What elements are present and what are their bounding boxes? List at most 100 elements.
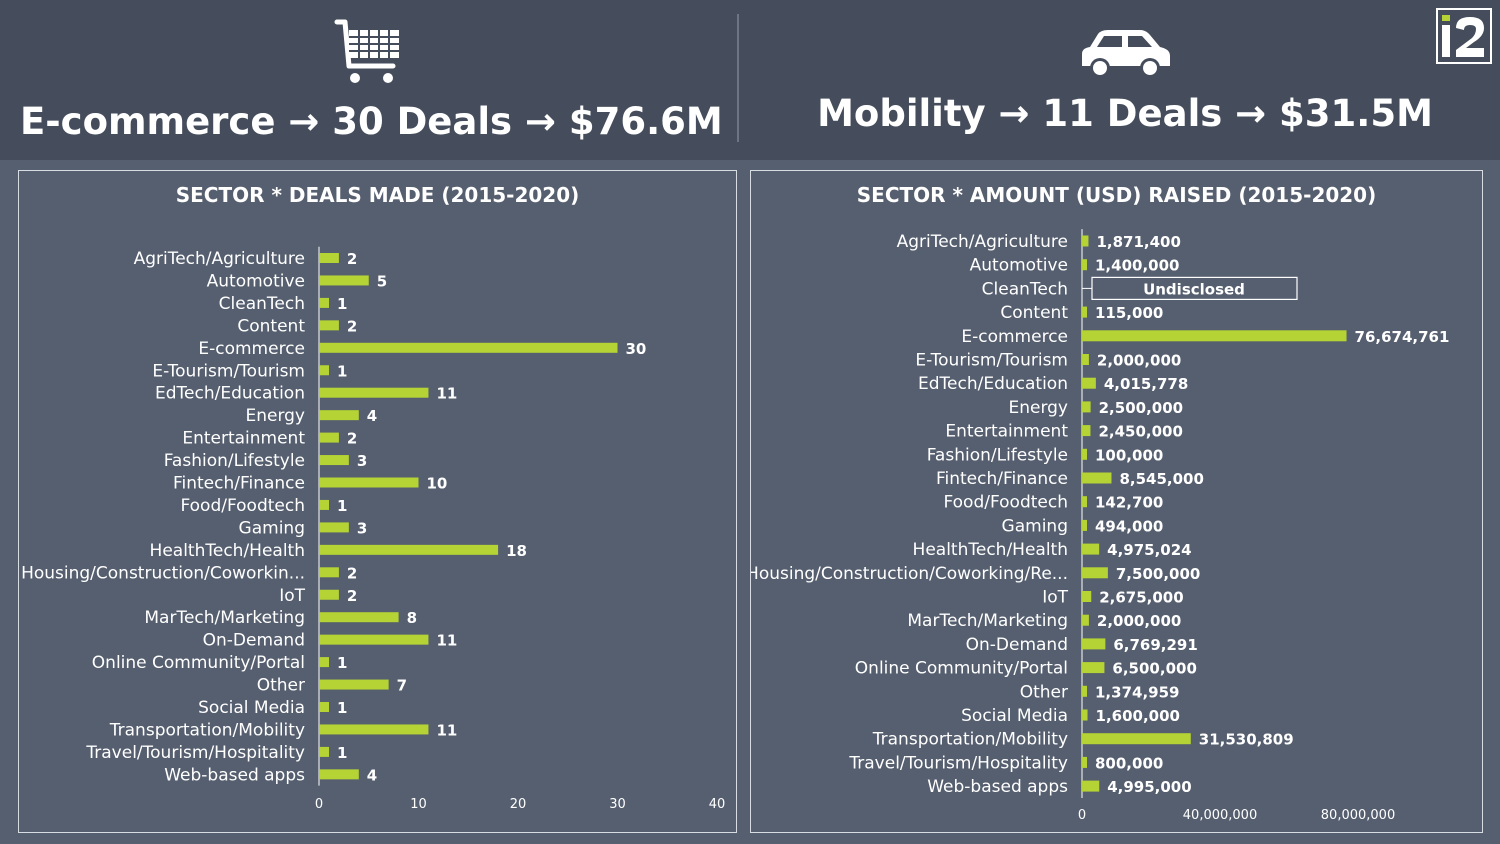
bar-healthtech-health bbox=[319, 544, 499, 555]
value-label-transportation-mobility: 11 bbox=[436, 721, 457, 739]
undisclosed-box bbox=[1091, 276, 1298, 301]
bar-e-tourism-tourism bbox=[319, 365, 329, 376]
category-label-agritech-agriculture: AgriTech/Agriculture bbox=[134, 249, 305, 269]
bar-entertainment bbox=[1082, 425, 1091, 437]
value-label-web-based-apps: 4,995,000 bbox=[1107, 778, 1191, 796]
category-label-on-demand: On-Demand bbox=[966, 635, 1068, 655]
category-label-gaming: Gaming bbox=[1002, 516, 1068, 536]
category-label-fintech-finance: Fintech/Finance bbox=[936, 469, 1068, 489]
category-label-food-foodtech: Food/Foodtech bbox=[943, 493, 1068, 513]
category-label-transportation-mobility: Transportation/Mobility bbox=[109, 720, 305, 740]
amount-chart-title: SECTOR * AMOUNT (USD) RAISED (2015-2020) bbox=[856, 183, 1377, 207]
value-label-cleantech: 1 bbox=[337, 295, 347, 313]
value-label-fintech-finance: 10 bbox=[427, 475, 448, 493]
category-label-entertainment: Entertainment bbox=[945, 422, 1068, 442]
category-label-other: Other bbox=[1020, 682, 1068, 702]
category-label-edtech-education: EdTech/Education bbox=[155, 384, 305, 404]
bar-healthtech-health bbox=[1082, 543, 1100, 555]
bar-fashion-lifestyle bbox=[1082, 448, 1087, 460]
category-label-martech-marketing: MarTech/Marketing bbox=[907, 611, 1068, 631]
bar-fashion-lifestyle bbox=[319, 455, 349, 466]
bar-travel-tourism-hospitality bbox=[1082, 756, 1087, 768]
bar-online-community-portal bbox=[319, 657, 329, 668]
value-label-travel-tourism-hospitality: 800,000 bbox=[1095, 754, 1163, 772]
bar-iot bbox=[319, 589, 339, 600]
category-label-web-based-apps: Web-based apps bbox=[164, 765, 305, 785]
bar-web-based-apps bbox=[319, 769, 359, 780]
value-label-fashion-lifestyle: 100,000 bbox=[1095, 446, 1163, 464]
bar-energy bbox=[1082, 401, 1091, 413]
bar-housing-construction-coworking-re bbox=[1082, 567, 1108, 579]
value-label-gaming: 3 bbox=[357, 519, 367, 537]
value-label-online-community-portal: 6,500,000 bbox=[1112, 660, 1196, 678]
deals-chart-title: SECTOR * DEALS MADE (2015-2020) bbox=[175, 183, 580, 207]
bar-content bbox=[319, 320, 339, 331]
x-tick-label: 40 bbox=[709, 797, 726, 812]
category-label-on-demand: On-Demand bbox=[203, 631, 305, 651]
category-label-e-tourism-tourism: E-Tourism/Tourism bbox=[152, 361, 305, 381]
header-divider bbox=[737, 14, 739, 142]
value-label-automotive: 1,400,000 bbox=[1095, 257, 1179, 275]
value-label-healthtech-health: 4,975,024 bbox=[1107, 541, 1191, 559]
value-label-e-tourism-tourism: 2,000,000 bbox=[1097, 352, 1181, 370]
value-label-agritech-agriculture: 1,871,400 bbox=[1096, 233, 1180, 251]
bar-on-demand bbox=[319, 634, 429, 645]
value-label-web-based-apps: 4 bbox=[367, 766, 377, 784]
value-label-social-media: 1,600,000 bbox=[1096, 707, 1180, 725]
bar-on-demand bbox=[1082, 638, 1106, 650]
value-label-martech-marketing: 2,000,000 bbox=[1097, 612, 1181, 630]
value-label-martech-marketing: 8 bbox=[407, 609, 417, 627]
category-label-other: Other bbox=[257, 676, 305, 696]
category-label-food-foodtech: Food/Foodtech bbox=[180, 496, 305, 516]
category-label-iot: IoT bbox=[279, 586, 305, 606]
category-label-travel-tourism-hospitality: Travel/Tourism/Hospitality bbox=[85, 743, 305, 763]
value-label-entertainment: 2,450,000 bbox=[1098, 423, 1182, 441]
value-label-content: 115,000 bbox=[1095, 304, 1163, 322]
bar-other bbox=[1082, 685, 1087, 697]
category-label-entertainment: Entertainment bbox=[182, 429, 305, 449]
bar-fintech-finance bbox=[1082, 472, 1112, 484]
category-label-transportation-mobility: Transportation/Mobility bbox=[872, 730, 1068, 750]
header-band bbox=[0, 0, 1500, 160]
value-label-iot: 2,675,000 bbox=[1099, 589, 1183, 607]
value-label-automotive: 5 bbox=[377, 272, 387, 290]
deals-chart-panel: SECTOR * DEALS MADE (2015-2020) AgriTech… bbox=[18, 170, 737, 833]
value-label-content: 2 bbox=[347, 317, 357, 335]
value-label-agritech-agriculture: 2 bbox=[347, 250, 357, 268]
mobility-headline: Mobility → 11 Deals → $31.5M bbox=[817, 92, 1433, 135]
bar-agritech-agriculture bbox=[319, 253, 339, 263]
bar-entertainment bbox=[319, 432, 339, 443]
value-label-entertainment: 2 bbox=[347, 430, 357, 448]
value-label-other: 1,374,959 bbox=[1095, 683, 1179, 701]
value-label-e-commerce: 30 bbox=[626, 340, 647, 358]
value-label-online-community-portal: 1 bbox=[337, 654, 347, 672]
value-label-other: 7 bbox=[397, 677, 407, 695]
bar-gaming bbox=[1082, 519, 1087, 531]
value-label-on-demand: 11 bbox=[436, 632, 457, 650]
value-label-healthtech-health: 18 bbox=[506, 542, 527, 560]
value-label-energy: 4 bbox=[367, 407, 377, 425]
bar-energy bbox=[319, 410, 359, 421]
bar-online-community-portal bbox=[1082, 662, 1105, 674]
category-label-automotive: Automotive bbox=[970, 256, 1068, 276]
deals-bar-chart: AgriTech/Agriculture 2 Automotive 5 CleanTec… bbox=[21, 246, 726, 812]
bar-transportation-mobility bbox=[319, 724, 429, 735]
bar-food-foodtech bbox=[1082, 496, 1087, 508]
category-label-social-media: Social Media bbox=[961, 706, 1068, 726]
category-label-edtech-education: EdTech/Education bbox=[918, 374, 1068, 394]
value-label-e-commerce: 76,674,761 bbox=[1355, 328, 1450, 346]
value-label-edtech-education: 4,015,778 bbox=[1104, 375, 1188, 393]
value-label-social-media: 1 bbox=[337, 699, 347, 717]
bar-iot bbox=[1082, 591, 1092, 602]
value-label-edtech-education: 11 bbox=[436, 385, 457, 403]
category-label-housing-construction-coworking-re: Housing/Construction/Coworking/Re... bbox=[751, 564, 1068, 584]
category-label-cleantech: CleanTech bbox=[982, 279, 1068, 299]
category-label-e-commerce: E-commerce bbox=[961, 327, 1068, 347]
category-label-iot: IoT bbox=[1042, 588, 1068, 608]
value-label-iot: 2 bbox=[347, 587, 357, 605]
value-label-e-tourism-tourism: 1 bbox=[337, 362, 347, 380]
bar-cleantech bbox=[319, 297, 329, 308]
bar-edtech-education bbox=[1082, 377, 1096, 389]
category-label-healthtech-health: HealthTech/Health bbox=[913, 540, 1068, 560]
bar-martech-marketing bbox=[1082, 614, 1089, 626]
